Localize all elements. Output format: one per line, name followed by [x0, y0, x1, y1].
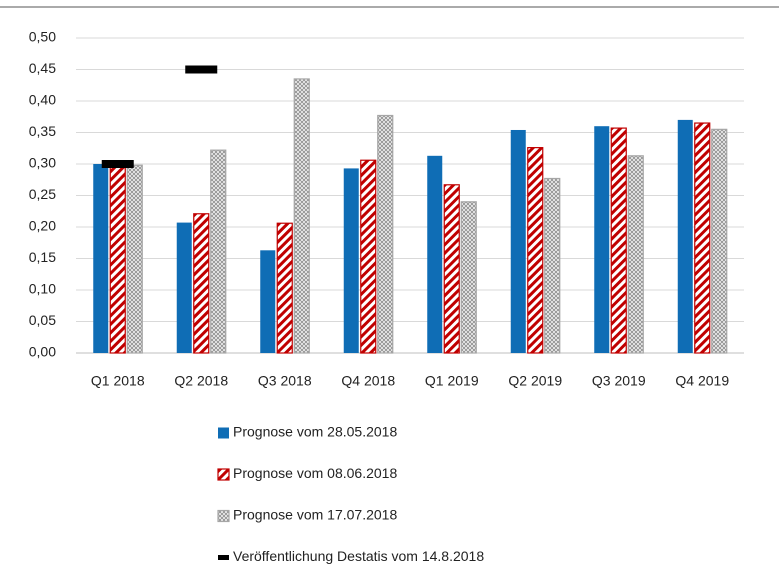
bar: [694, 122, 711, 354]
x-tick-label: Q1 2018: [91, 373, 145, 389]
x-tick-label: Q4 2019: [675, 373, 729, 389]
bar: [377, 114, 394, 354]
legend-label: Prognose vom 08.06.2018: [233, 465, 397, 481]
x-tick-label: Q2 2019: [508, 373, 562, 389]
bar: [443, 184, 460, 354]
bar: [343, 168, 359, 353]
legend-swatch: [218, 427, 229, 439]
y-tick-label: 0,40: [29, 92, 56, 108]
bar: [126, 164, 143, 354]
bar: [93, 164, 109, 353]
y-tick-label: 0,00: [29, 344, 56, 360]
legend-label: Veröffentlichung Destatis vom 14.8.2018: [233, 548, 484, 564]
y-tick-label: 0,50: [29, 29, 56, 45]
x-tick-label: Q4 2018: [341, 373, 395, 389]
bar: [293, 78, 310, 354]
legend-swatch: [217, 468, 230, 481]
bar: [210, 149, 227, 354]
bar: [594, 126, 610, 353]
y-tick-label: 0,30: [29, 155, 56, 171]
bar: [627, 155, 644, 354]
legend-swatch: [217, 509, 230, 523]
legend-label: Prognose vom 17.07.2018: [233, 507, 397, 523]
bar: [711, 128, 728, 354]
bar: [460, 201, 477, 354]
bar: [276, 222, 293, 354]
bar: [360, 159, 377, 354]
y-tick-label: 0,10: [29, 281, 56, 297]
bar: [544, 177, 561, 354]
bar: [176, 222, 192, 353]
y-tick-label: 0,25: [29, 186, 56, 202]
x-tick-label: Q1 2019: [425, 373, 479, 389]
legend-label: Prognose vom 28.05.2018: [233, 424, 397, 440]
destatis-marker: [185, 65, 218, 74]
y-tick-label: 0,20: [29, 218, 56, 234]
y-tick-label: 0,45: [29, 60, 56, 76]
bar: [527, 147, 544, 354]
bar: [109, 163, 126, 354]
x-tick-label: Q3 2019: [592, 373, 646, 389]
y-tick-label: 0,05: [29, 312, 56, 328]
y-tick-label: 0,35: [29, 123, 56, 139]
bar: [260, 250, 276, 353]
bar: [193, 213, 210, 354]
destatis-marker: [101, 160, 134, 168]
bar: [610, 127, 627, 354]
legend-swatch: [218, 555, 229, 560]
bar: [677, 119, 693, 354]
bar: [427, 155, 443, 353]
bar: [510, 129, 526, 353]
x-tick-label: Q3 2018: [258, 373, 312, 389]
y-tick-label: 0,15: [29, 249, 56, 265]
x-tick-label: Q2 2018: [174, 373, 228, 389]
